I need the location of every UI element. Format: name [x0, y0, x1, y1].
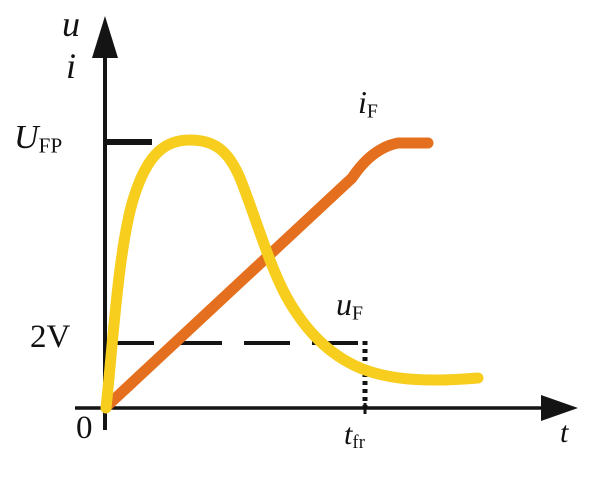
curve-if — [100, 137, 434, 413]
y-axis-arrow-icon — [92, 16, 118, 58]
y-axis-label-u: u — [62, 4, 80, 44]
y-tick-label-ufp: UFP — [14, 119, 63, 158]
x-tick-label-tfr: tfr — [344, 418, 366, 454]
x-axis-arrow-icon — [541, 395, 578, 421]
x-axis-label-t: t — [560, 416, 569, 449]
y-axis-label-i: i — [66, 46, 77, 86]
curve-uf — [100, 134, 484, 414]
curve-label-if: iF — [358, 84, 379, 123]
y-tick-label-2v: 2V — [30, 319, 71, 355]
origin-label: 0 — [76, 410, 93, 446]
curve-group — [100, 134, 484, 414]
curve-label-uf: uF — [336, 286, 364, 325]
